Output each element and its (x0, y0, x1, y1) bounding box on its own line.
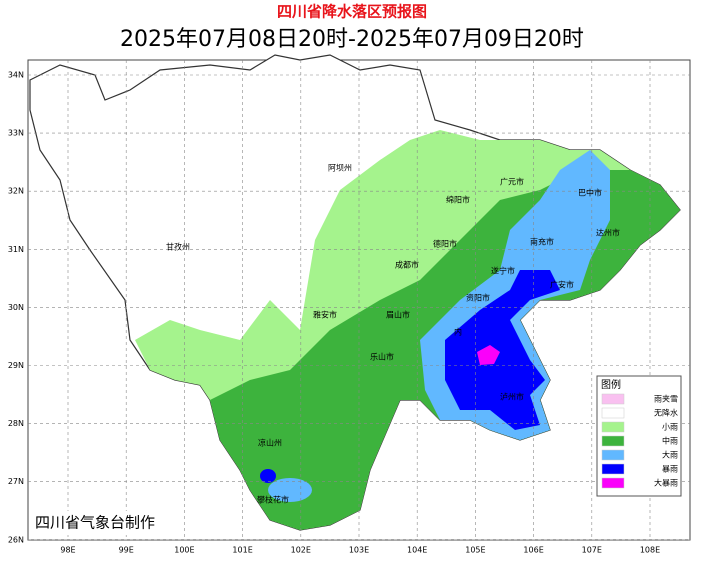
lat-label: 27N (8, 477, 24, 486)
lon-label: 107E (582, 546, 602, 555)
legend-swatch (601, 477, 625, 489)
place-label: 广元市 (500, 177, 524, 187)
lat-label: 29N (8, 361, 24, 370)
legend-swatch (601, 421, 625, 433)
legend-label: 小雨 (662, 423, 678, 432)
place-label: 遂宁市 (491, 266, 515, 276)
credit: 四川省气象台制作 (35, 514, 155, 532)
place-label: 南充市 (530, 237, 554, 247)
precip-zone (268, 478, 312, 502)
legend-label: 无降水 (654, 408, 678, 418)
legend-swatch (601, 463, 625, 475)
lon-label: 105E (465, 546, 485, 555)
legend-label: 大暴雨 (654, 478, 678, 488)
lon-label: 106E (523, 546, 543, 555)
lon-label: 101E (232, 546, 252, 555)
place-label: 德阳市 (433, 239, 457, 249)
lon-label: 104E (407, 546, 427, 555)
place-label: 雅安市 (313, 310, 337, 320)
precip-zone (445, 270, 560, 430)
lon-label: 102E (291, 546, 311, 555)
place-label: 资阳市 (466, 293, 490, 303)
place-label: 成都市 (395, 260, 419, 270)
place-label: 巴中市 (578, 188, 602, 198)
lat-label: 34N (8, 71, 24, 80)
lon-label: 100E (174, 546, 194, 555)
lat-label: 32N (8, 187, 24, 196)
map-title: 四川省降水落区预报图 (277, 3, 427, 21)
place-label: 绵阳市 (446, 195, 470, 205)
legend-label: 雨夹雪 (654, 394, 678, 404)
legend-swatch (601, 449, 625, 461)
map-subtitle: 2025年07月08日20时-2025年07月09日20时 (120, 27, 584, 52)
graticule: 98E 99E 100E 101E 102E 103E 104E 105E 106E 107E 10… (8, 60, 690, 555)
place-label: 凉山州 (258, 438, 282, 448)
lon-label: 108E (640, 546, 660, 555)
legend-label: 中雨 (662, 436, 678, 446)
lat-label: 26N (8, 535, 24, 544)
legend-label: 大雨 (662, 450, 678, 460)
legend-swatch (601, 407, 625, 419)
place-label: 广安市 (550, 280, 574, 290)
place-label: 泸州市 (500, 392, 524, 402)
place-label: 甘孜州 (166, 242, 190, 252)
precip-zones (29, 54, 681, 531)
lat-label: 31N (8, 245, 24, 254)
lon-label: 98E (60, 546, 75, 555)
legend-swatch (601, 393, 625, 405)
legend-swatch (601, 435, 625, 447)
place-label: 阿坝州 (328, 164, 352, 173)
place-label: 达州市 (596, 228, 620, 238)
lon-label: 103E (349, 546, 369, 555)
place-label: 眉山市 (386, 310, 410, 320)
precip-zone (260, 469, 276, 483)
lat-label: 33N (8, 129, 24, 138)
lon-label: 99E (119, 546, 134, 555)
lat-label: 28N (8, 419, 24, 428)
legend-label: 暴雨 (662, 465, 678, 474)
place-label: 攀枝花市 (257, 495, 289, 505)
legend-title: 图例 (601, 378, 621, 391)
lat-label: 30N (8, 303, 24, 312)
precip-zone (477, 345, 500, 365)
credit-box (30, 511, 176, 535)
place-label: 内 (454, 327, 462, 337)
place-label: 乐山市 (370, 352, 394, 362)
